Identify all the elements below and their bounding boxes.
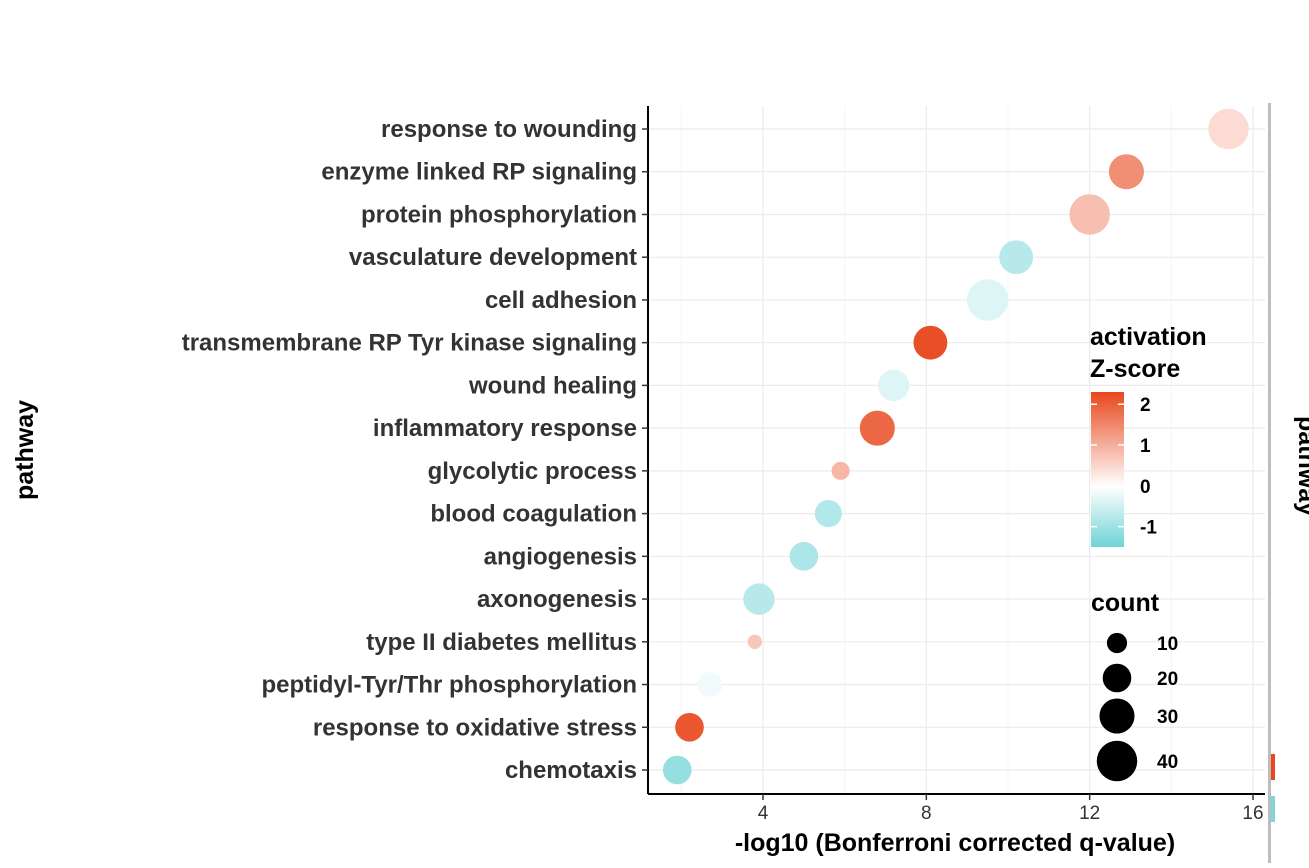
color-legend-title-line1: activation (1090, 323, 1207, 351)
size-legend-label: 10 (1157, 634, 1178, 655)
data-point (966, 279, 1009, 321)
size-legend-dot (1096, 740, 1138, 782)
y-tick-label: cell adhesion (485, 287, 637, 314)
y-tick-label: peptidyl-Tyr/Thr phosphorylation (261, 672, 637, 699)
x-tick-label: 4 (758, 803, 769, 824)
y-tick-label: response to oxidative stress (313, 714, 637, 741)
size-legend-items: 10 20 30 40 (1096, 632, 1178, 782)
color-legend: activation Z-score 2 1 0 -1 (1090, 323, 1207, 547)
data-point (859, 410, 895, 446)
data-point (1108, 154, 1144, 190)
y-tick-label: blood coagulation (430, 501, 637, 528)
clipped-secondary-label: pathway (1293, 416, 1309, 516)
x-tick-label: 12 (1079, 803, 1100, 824)
clipped-panel-edge (1268, 103, 1271, 863)
y-axis-title: pathway (11, 400, 39, 500)
data-point (1208, 108, 1249, 150)
data-points (662, 108, 1249, 785)
color-legend-gradient-bar (1091, 392, 1124, 547)
data-point (1069, 194, 1110, 235)
clipped-panel-red-mark (1271, 754, 1275, 780)
y-tick-label: type II diabetes mellitus (366, 629, 637, 656)
y-tick-label: transmembrane RP Tyr kinase signaling (182, 330, 637, 357)
plot-gridlines (648, 106, 1265, 794)
color-legend-tick-label: 0 (1140, 477, 1151, 498)
y-tick-label: enzyme linked RP signaling (321, 159, 637, 186)
size-legend-dot (1106, 632, 1128, 654)
y-tick-label: chemotaxis (505, 757, 637, 784)
size-legend: count 10 20 30 40 (1091, 589, 1178, 782)
y-tick-label: angiogenesis (484, 543, 637, 570)
size-legend-dot (1099, 698, 1135, 734)
data-point (662, 755, 692, 785)
color-legend-title-line2: Z-score (1090, 355, 1180, 383)
y-tick-label: vasculature development (349, 244, 637, 271)
data-point (675, 712, 704, 742)
color-legend-tick-label: 2 (1140, 395, 1151, 416)
data-point (999, 240, 1034, 275)
color-legend-tick-label: -1 (1140, 518, 1157, 539)
size-legend-label: 40 (1157, 752, 1178, 773)
y-tick-label: glycolytic process (428, 458, 637, 485)
data-point (877, 369, 910, 402)
data-point (747, 634, 762, 649)
y-tick-label: inflammatory response (373, 415, 637, 442)
x-tick-label: 16 (1242, 803, 1263, 824)
y-tick-label: axonogenesis (477, 586, 637, 613)
data-point (831, 461, 850, 480)
data-point (789, 542, 819, 571)
plot-axes (642, 106, 1265, 800)
data-point (697, 672, 723, 697)
size-legend-label: 30 (1157, 707, 1178, 728)
color-legend-tick-label: 1 (1140, 436, 1151, 457)
color-legend-ticks: 2 1 0 -1 (1091, 395, 1157, 539)
x-tick-label: 8 (921, 803, 932, 824)
y-tick-label: wound healing (468, 372, 637, 399)
x-tick-labels: 4 8 12 16 (758, 803, 1264, 824)
data-point (913, 325, 948, 360)
y-tick-label: protein phosphorylation (361, 201, 637, 228)
size-legend-label: 20 (1157, 669, 1178, 690)
data-point (814, 500, 842, 528)
clipped-panel-cyan-mark (1271, 796, 1275, 822)
data-point (743, 583, 775, 615)
size-legend-title: count (1091, 589, 1160, 617)
x-axis-title: -log10 (Bonferroni corrected q-value) (735, 829, 1175, 857)
y-tick-label: response to wounding (381, 116, 637, 143)
y-tick-labels: response to wounding enzyme linked RP sig… (182, 116, 637, 784)
size-legend-dot (1102, 663, 1132, 693)
